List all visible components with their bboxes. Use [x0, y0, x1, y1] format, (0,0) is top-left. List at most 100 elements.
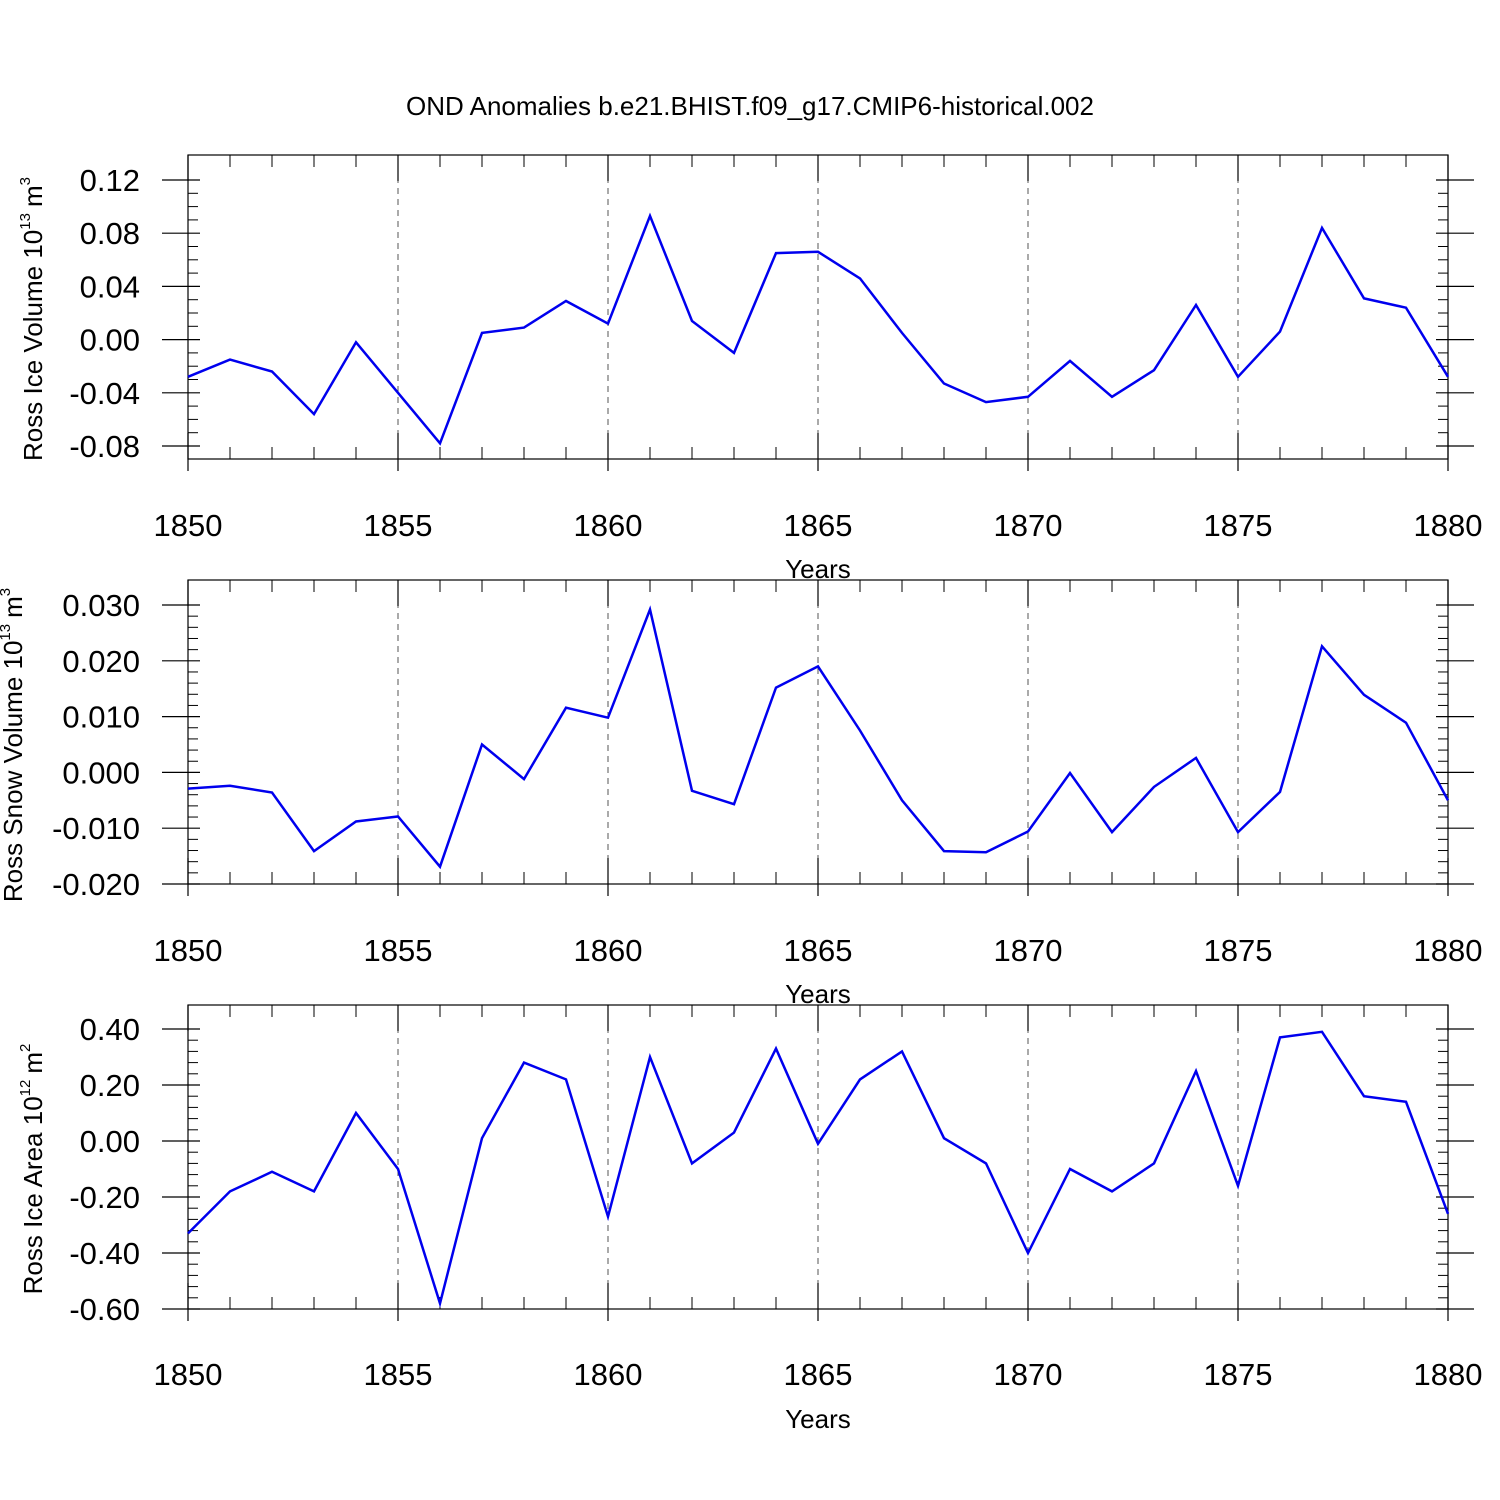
y-axis-title-unit: m [0, 596, 28, 618]
data-point [607, 1215, 609, 1217]
data-point [607, 717, 609, 719]
y-axis-title-unit: m [18, 1052, 48, 1074]
data-point [985, 1162, 987, 1164]
x-tick-label: 1875 [1204, 508, 1273, 543]
y-tick-label: 0.40 [80, 1012, 140, 1047]
y-axis-title-main: Ross Ice Volume 10 [18, 230, 48, 461]
data-point [733, 352, 735, 354]
data-point [439, 1302, 441, 1304]
data-point [1111, 396, 1113, 398]
data-point [1237, 831, 1239, 833]
x-tick-label: 1875 [1204, 933, 1273, 968]
data-point [313, 850, 315, 852]
data-point [1363, 297, 1365, 299]
data-point [1363, 1095, 1365, 1097]
y-axis-title-unit-exponent: 2 [17, 1044, 34, 1052]
x-tick-label: 1850 [154, 508, 223, 543]
data-point [1321, 227, 1323, 229]
data-point [859, 729, 861, 731]
y-axis-title-exponent: 13 [17, 213, 34, 230]
data-point [481, 743, 483, 745]
data-point [1321, 645, 1323, 647]
data-point [1153, 1162, 1155, 1164]
data-point [1111, 1190, 1113, 1192]
y-tick-label: -0.60 [69, 1292, 140, 1327]
data-point [1195, 1070, 1197, 1072]
x-tick-label: 1865 [784, 933, 853, 968]
x-tick-label: 1870 [994, 1357, 1063, 1392]
x-tick-label: 1870 [994, 933, 1063, 968]
data-point [943, 382, 945, 384]
data-point [523, 1061, 525, 1063]
data-point [775, 1047, 777, 1049]
x-tick-label: 1855 [364, 1357, 433, 1392]
y-tick-label: 0.010 [62, 700, 140, 735]
data-point [523, 778, 525, 780]
data-point [439, 442, 441, 444]
data-point [985, 401, 987, 403]
data-point [691, 790, 693, 792]
data-point [187, 787, 189, 789]
y-axis-title: Ross Ice Volume 1013 m3 [17, 177, 48, 461]
y-axis-title-main: Ross Ice Area 10 [18, 1096, 48, 1294]
data-point [1447, 799, 1449, 801]
y-tick-label: -0.40 [69, 1236, 140, 1271]
data-point [1279, 330, 1281, 332]
y-axis-title-main: Ross Snow Volume 10 [0, 641, 28, 903]
x-axis-title: Years [785, 979, 851, 1009]
x-axis-title: Years [785, 1404, 851, 1434]
data-point [1069, 772, 1071, 774]
y-tick-label: 0.04 [80, 269, 140, 304]
panel-3: -0.60 -0.40 -0.20 0.00 0.20 0.40 1850 1855 1860 1… [17, 1004, 1482, 1434]
data-point [1237, 376, 1239, 378]
data-point [607, 322, 609, 324]
data-point [1027, 396, 1029, 398]
data-point [1321, 1031, 1323, 1033]
data-point [901, 332, 903, 334]
series-line [187, 605, 1450, 870]
data-point [229, 358, 231, 360]
data-point [859, 277, 861, 279]
data-point [565, 300, 567, 302]
data-point [439, 866, 441, 868]
y-tick-label: 0.00 [80, 323, 140, 358]
data-point [1195, 304, 1197, 306]
data-point [775, 252, 777, 254]
data-point [901, 1050, 903, 1052]
data-point [859, 1078, 861, 1080]
y-axis-title-unit-exponent: 3 [0, 588, 14, 596]
data-point [733, 1131, 735, 1133]
y-tick-label: -0.010 [52, 811, 140, 846]
x-tick-label: 1860 [574, 933, 643, 968]
x-tick-label: 1850 [154, 933, 223, 968]
data-point [1279, 791, 1281, 793]
data-point [1405, 1101, 1407, 1103]
data-point [943, 1137, 945, 1139]
data-point [691, 1162, 693, 1164]
series-line [187, 1030, 1450, 1308]
y-axis-title-exponent: 13 [0, 624, 14, 641]
y-axis-title: Ross Ice Area 1012 m2 [17, 1044, 48, 1295]
data-point [817, 1143, 819, 1145]
data-point [565, 1078, 567, 1080]
y-tick-label: -0.20 [69, 1180, 140, 1215]
y-tick-label: -0.08 [69, 429, 140, 464]
data-point [1153, 786, 1155, 788]
data-point [523, 326, 525, 328]
data-point [1405, 307, 1407, 309]
y-tick-label: 0.00 [80, 1124, 140, 1159]
y-tick-label: 0.12 [80, 163, 140, 198]
y-tick-label: -0.020 [52, 867, 140, 902]
data-point [1447, 376, 1449, 378]
data-point [1195, 757, 1197, 759]
data-point [901, 799, 903, 801]
data-point [481, 332, 483, 334]
chart-title: OND Anomalies b.e21.BHIST.f09_g17.CMIP6-… [406, 91, 1094, 121]
data-point [397, 392, 399, 394]
data-point [355, 341, 357, 343]
x-axis-title: Years [785, 554, 851, 584]
data-point [649, 1056, 651, 1058]
data-point [985, 851, 987, 853]
y-tick-label: 0.020 [62, 644, 140, 679]
y-axis-title-unit: m [18, 185, 48, 207]
